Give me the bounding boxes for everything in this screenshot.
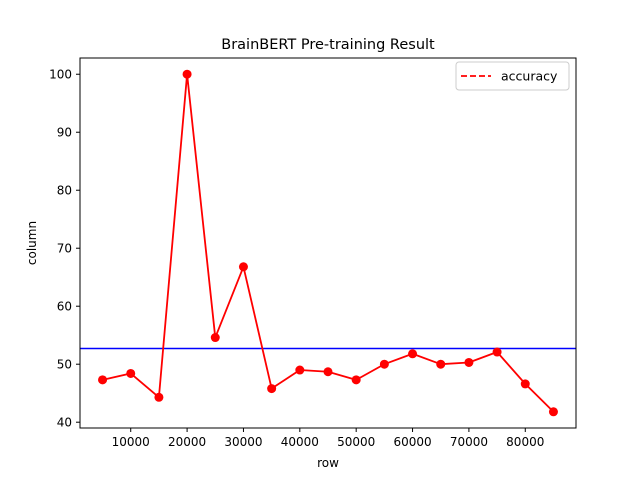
y-tick-label: 70 (57, 242, 72, 256)
x-tick-label: 80000 (506, 435, 544, 449)
data-point (182, 69, 192, 79)
data-point (238, 262, 248, 272)
legend-label-accuracy: accuracy (501, 69, 558, 84)
y-tick-label: 50 (57, 358, 72, 372)
x-tick-label: 10000 (112, 435, 150, 449)
data-point (548, 407, 558, 417)
axes: 10000 20000 30000 40000 50000 60000 70000 80000… (49, 57, 577, 449)
x-tick-label: 50000 (337, 435, 375, 449)
plot-frame (79, 57, 577, 429)
x-axis-label: row (317, 456, 339, 470)
y-tick-label: 90 (57, 126, 72, 140)
data-point (210, 333, 220, 343)
x-tick-label: 30000 (224, 435, 262, 449)
data-point (436, 359, 446, 369)
data-point (126, 368, 136, 378)
chart-title: BrainBERT Pre-training Result (221, 37, 435, 53)
y-axis-label: column (25, 221, 39, 265)
data-point (408, 349, 418, 359)
x-tick-label: 20000 (168, 435, 206, 449)
data-point (464, 357, 474, 367)
x-tick-label: 40000 (281, 435, 319, 449)
legend: accuracy (455, 61, 570, 91)
data-point (351, 375, 361, 385)
data-point (267, 384, 277, 394)
data-point (154, 392, 164, 402)
x-tick-label: 70000 (450, 435, 488, 449)
y-tick-label: 100 (49, 68, 72, 82)
y-tick-label: 60 (57, 300, 72, 314)
data-point (492, 347, 502, 357)
data-point (98, 375, 108, 385)
plot-area (80, 69, 576, 417)
data-point (323, 367, 333, 377)
data-point (520, 379, 530, 389)
y-tick-label: 80 (57, 184, 72, 198)
data-point (295, 365, 305, 375)
y-tick-label: 40 (57, 416, 72, 430)
x-tick-label: 60000 (393, 435, 431, 449)
data-point (379, 359, 389, 369)
legend-box (455, 61, 570, 91)
